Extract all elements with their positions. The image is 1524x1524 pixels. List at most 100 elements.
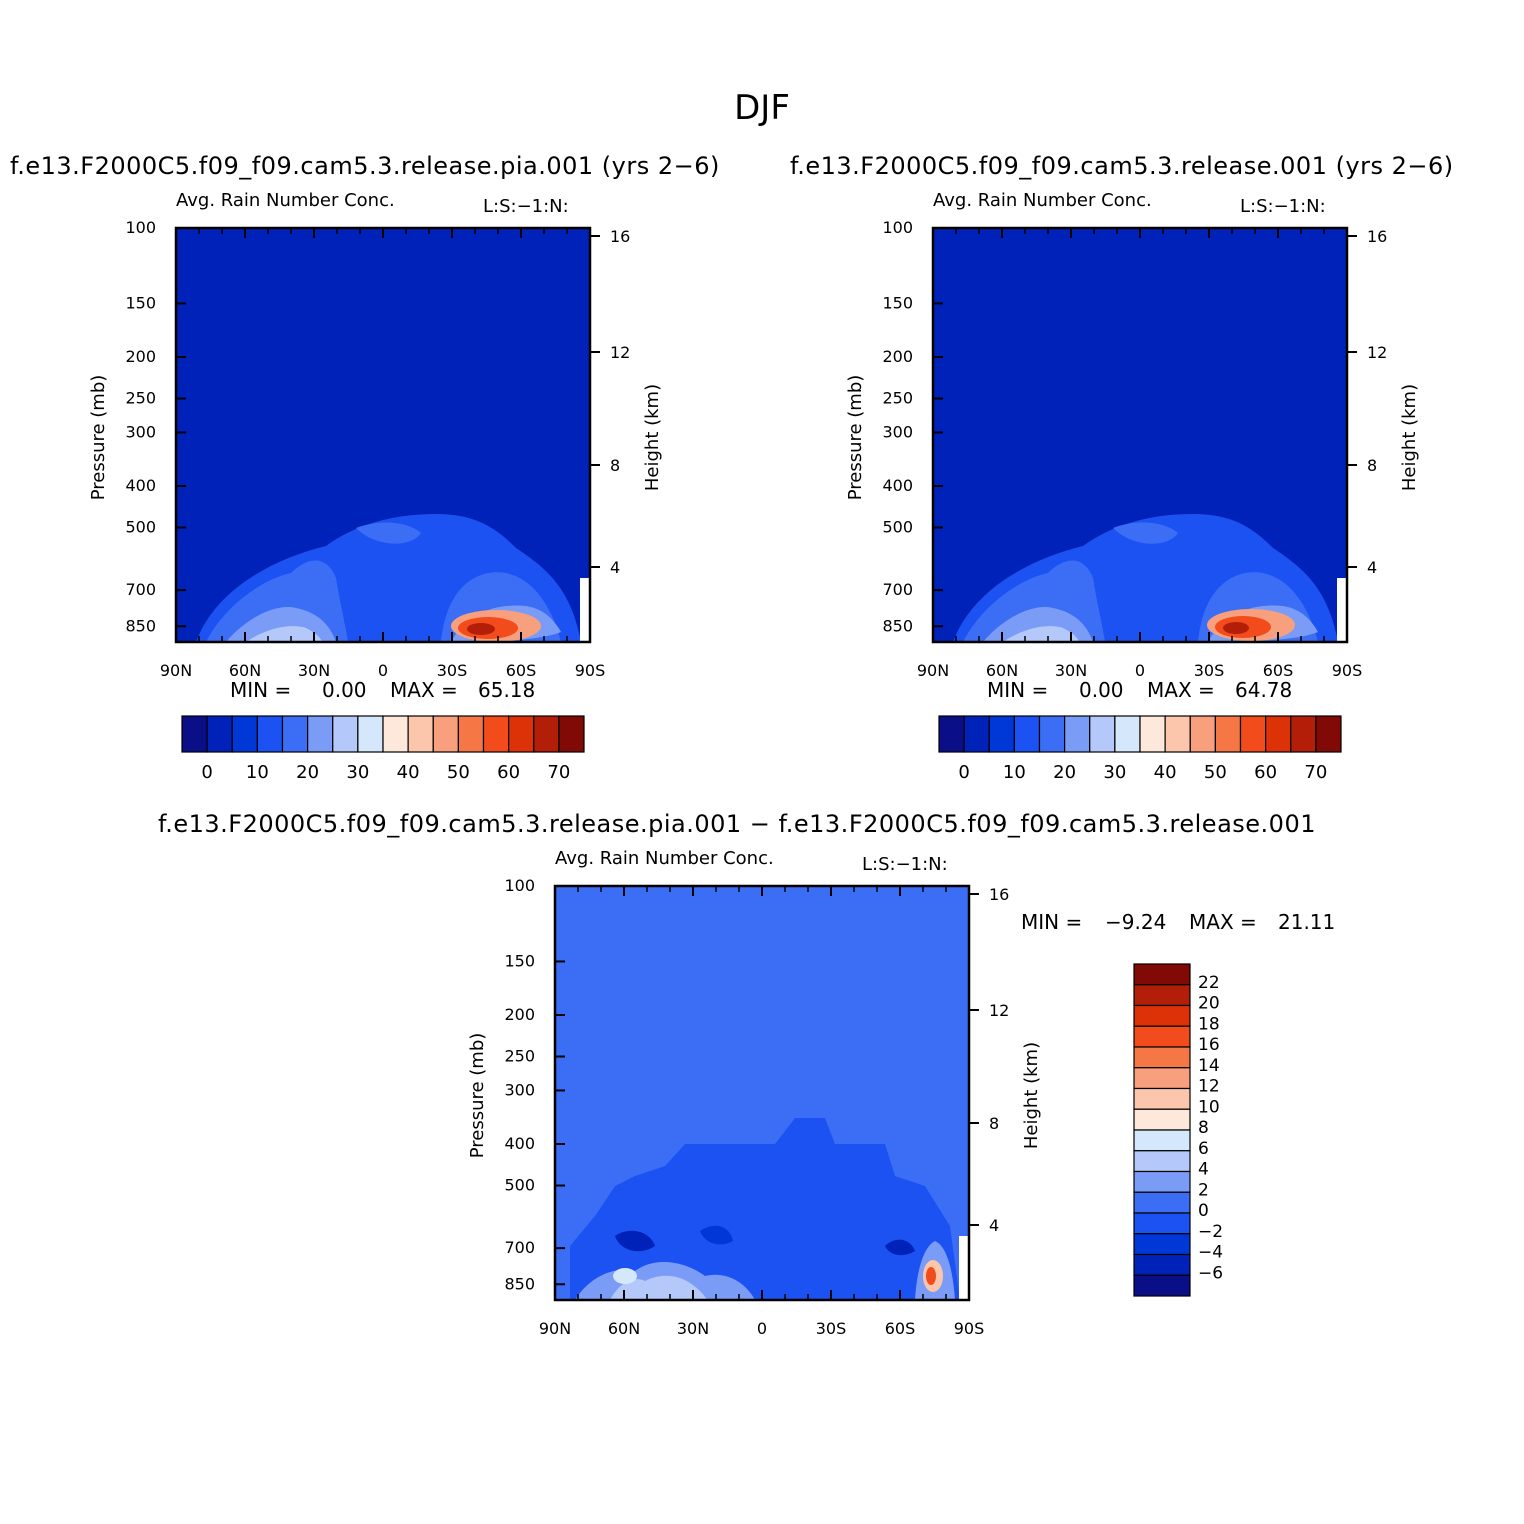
colorbar-label: 60 [1254,762,1277,783]
colorbar-swatch [963,715,990,753]
colorbar-label: 0 [958,762,969,783]
colorbar-swatch [1290,715,1317,753]
panel3-min-value: −9.24 [1105,910,1167,934]
panel2-max-value: 64.78 [1235,678,1293,702]
panel3-ylabel: Pressure (mb) [467,1032,488,1159]
colorbar-swatch [1133,1108,1191,1131]
y-tick-label: 500 [504,1176,535,1195]
colorbar-swatch [1133,1274,1191,1297]
y-tick-label: 700 [125,580,156,599]
y2-tick-label: 4 [1367,558,1377,577]
panel1-variable-title: Avg. Rain Number Conc. [176,190,395,211]
colorbar-swatch [231,715,258,753]
colorbar-label: 12 [1198,1077,1220,1097]
colorbar-swatch [281,715,309,753]
x-tick-label: 60N [229,661,261,680]
panel3-contour-negative-sh [885,1239,915,1256]
colorbar-swatch [1315,715,1342,753]
colorbar-swatch [1013,715,1041,753]
colorbar-swatch [1038,715,1066,753]
colorbar-label: −2 [1198,1222,1223,1242]
colorbar-swatch [357,715,384,753]
colorbar-swatch [1133,1233,1191,1256]
colorbar-label: −6 [1198,1263,1223,1283]
colorbar-swatch [1064,715,1091,753]
colorbar-label: 8 [1198,1118,1209,1138]
x-tick-label: 30N [677,1319,709,1338]
colorbar-swatch [1133,1087,1191,1110]
y-tick-label: 300 [504,1080,535,1099]
panel3-contour-negative-tropics [700,1225,733,1245]
panel2-plot: 90N 60N 30N 0 30S 60S 90S 100 150 200 250 300 400 500… [882,218,1387,680]
x-tick-label: 90N [917,661,949,680]
panel3-topography-mask [959,1236,969,1300]
x-tick-label: 90N [160,661,192,680]
x-tick-label: 0 [757,1319,767,1338]
y2-tick-label: 4 [989,1216,999,1235]
colorbar-swatch [1133,1004,1191,1027]
colorbar-swatch [1133,1025,1191,1048]
y-tick-label: 250 [504,1047,535,1066]
colorbar-swatch [1133,1067,1191,1090]
y2-tick-label: 16 [1367,227,1387,246]
panel2-min-value: 0.00 [1079,678,1124,702]
y-tick-label: 200 [125,347,156,366]
panel1-min-value: 0.00 [322,678,367,702]
y-tick-label: 500 [125,518,156,537]
colorbar-swatch [988,715,1015,753]
colorbar-label: 30 [346,762,369,783]
y-tick-label: 850 [504,1274,535,1293]
panel2-subtitle: L:S:−1:N: [1240,196,1326,217]
panel3-max-label: MAX = [1189,910,1257,934]
panel1-colorbar: 0 10 20 30 40 50 60 70 [181,715,585,783]
panel2-topography-mask [1337,578,1347,642]
colorbar-swatch [206,715,233,753]
panel2-colorbar: 0 10 20 30 40 50 60 70 [938,715,1342,783]
y2-tick-label: 12 [610,343,630,362]
colorbar-label: 60 [497,762,520,783]
colorbar-swatch [1133,984,1191,1007]
colorbar-swatch [1164,715,1191,753]
panel2-contour-tropics [1113,522,1178,544]
panel2-contour-sh-max-core [1223,622,1249,634]
colorbar-label: 18 [1198,1014,1220,1034]
y-tick-label: 400 [504,1134,535,1153]
x-tick-label: 30S [437,661,468,680]
colorbar-swatch [1133,1150,1191,1173]
colorbar-label: 0 [1198,1201,1209,1221]
colorbar-swatch [1133,1170,1191,1193]
panel3-contour-negative [570,1118,960,1300]
colorbar-label: 10 [1003,762,1026,783]
panel2-ylabel: Pressure (mb) [845,374,866,501]
y2-tick-label: 16 [989,885,1009,904]
y-tick-label: 150 [882,293,913,312]
colorbar-swatch [307,715,334,753]
y-tick-label: 150 [125,293,156,312]
y-tick-label: 700 [504,1238,535,1257]
x-tick-label: 60S [1263,661,1294,680]
y2-tick-label: 8 [1367,456,1377,475]
x-tick-label: 90S [954,1319,985,1338]
colorbar-swatch [256,715,284,753]
x-tick-label: 0 [378,661,388,680]
y-tick-label: 850 [125,616,156,635]
panel3-y2label: Height (km) [1021,1041,1042,1150]
colorbar-label: 2 [1198,1180,1209,1200]
panel1-contour-nh-peak [246,626,322,642]
colorbar-label: 40 [1154,762,1177,783]
panel1-contour-sh-max-core [467,623,495,635]
colorbar-label: 70 [1304,762,1327,783]
panel2-variable-title: Avg. Rain Number Conc. [933,190,1152,211]
y-tick-label: 100 [882,218,913,237]
colorbar-label: 20 [1053,762,1076,783]
colorbar-swatch [332,715,359,753]
colorbar-label: 0 [201,762,212,783]
panel3-contour-negative-nh [615,1230,655,1252]
colorbar-label: 20 [296,762,319,783]
panel3-contour-positive-nh-peak [613,1268,637,1284]
panel1-subtitle: L:S:−1:N: [483,196,569,217]
colorbar-label: 14 [1198,1056,1220,1076]
colorbar-swatch [1089,715,1116,753]
panel3-plot: 90N 60N 30N 0 30S 60S 90S 100 150 200 250 300 400 500… [504,876,1009,1338]
colorbar-swatch [1133,1212,1191,1235]
